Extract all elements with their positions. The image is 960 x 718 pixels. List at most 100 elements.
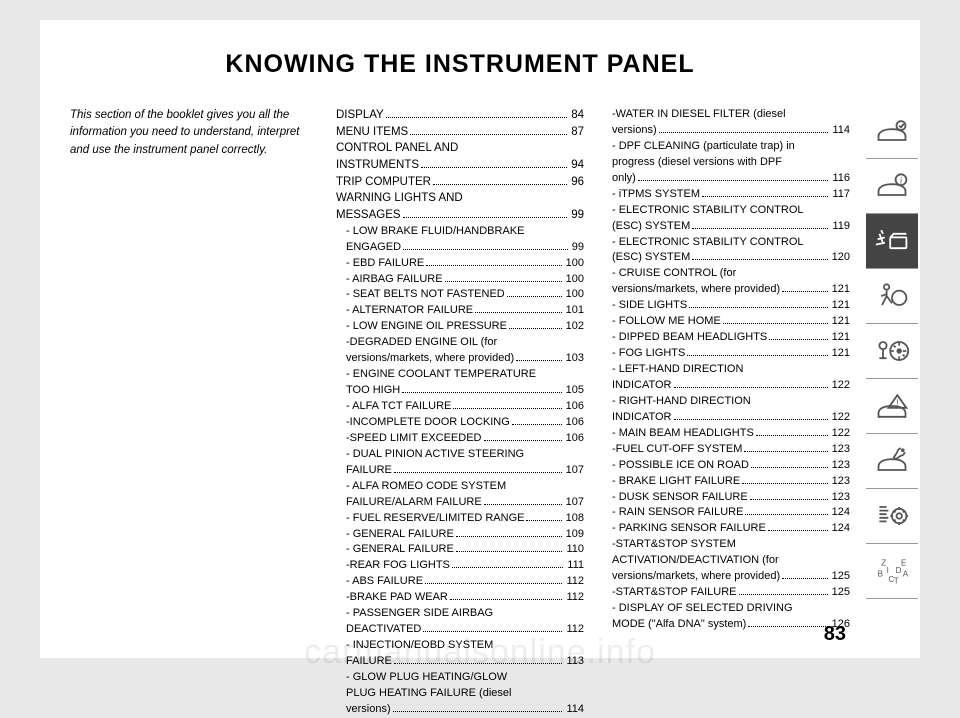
toc-row: PLUG HEATING FAILURE (diesel	[336, 686, 584, 702]
toc-dots	[756, 435, 828, 436]
toc-label: - FOLLOW ME HOME	[602, 314, 721, 330]
toc-row: versions/markets, where provided)125	[602, 569, 850, 585]
toc-page: 113	[564, 654, 584, 670]
toc-dots	[507, 296, 562, 297]
toc-row: - ENGINE COOLANT TEMPERATURE	[336, 367, 584, 383]
toc-dots	[692, 259, 827, 260]
toc-label: FAILURE	[336, 463, 392, 479]
toc-row: - ALTERNATOR FAILURE 101	[336, 303, 584, 319]
toc-row: - FUEL RESERVE/LIMITED RANGE108	[336, 511, 584, 527]
toc-page: 121	[830, 282, 850, 298]
toc-dots	[445, 281, 562, 282]
toc-page: 120	[830, 250, 850, 266]
toc-label: - LOW BRAKE FLUID/HANDBRAKE	[336, 224, 524, 240]
toc-page: 96	[569, 174, 584, 191]
toc-dots	[751, 467, 828, 468]
toc-label: - EBD FAILURE	[336, 256, 424, 272]
svg-text:T: T	[894, 577, 899, 586]
toc-page: 100	[564, 287, 584, 303]
toc-dots	[769, 339, 827, 340]
toc-dots	[516, 360, 562, 361]
toc-dots	[689, 307, 827, 308]
toc-page: 121	[830, 314, 850, 330]
toc-row: - GENERAL FAILURE109	[336, 527, 584, 543]
toc-label: ACTIVATION/DEACTIVATION (for	[602, 553, 779, 569]
toc-row: - ALFA ROMEO CODE SYSTEM	[336, 479, 584, 495]
toc-row: INDICATOR122	[602, 378, 850, 394]
toc-row: MODE ("Alfa DNA" system)126	[602, 617, 850, 633]
toc-label: DISPLAY	[336, 107, 384, 124]
toc-dots	[723, 323, 828, 324]
toc-dots	[426, 265, 561, 266]
toc-dots	[484, 504, 562, 505]
toc-label: TOO HIGH	[336, 383, 400, 399]
toc-row: DISPLAY 84	[336, 107, 584, 124]
toc-label: (ESC) SYSTEM	[602, 219, 690, 235]
toc-label: - DUAL PINION ACTIVE STEERING	[336, 447, 524, 463]
toc-page: 108	[564, 511, 584, 527]
svg-text:I: I	[887, 566, 889, 575]
toc-page: 99	[570, 240, 584, 256]
toc-label: - PASSENGER SIDE AIRBAG	[336, 606, 493, 622]
toc-row: -START&STOP SYSTEM	[602, 537, 850, 553]
toc-page: 112	[564, 590, 584, 606]
toc-row: - DIPPED BEAM HEADLIGHTS121	[602, 330, 850, 346]
toc-label: - BRAKE LIGHT FAILURE	[602, 474, 740, 490]
toc-row: - ELECTRONIC STABILITY CONTROL	[602, 203, 850, 219]
toc-page: 122	[830, 410, 850, 426]
toc-label: CONTROL PANEL AND	[336, 140, 458, 157]
toc-page: 123	[830, 474, 850, 490]
toc-label: -FUEL CUT-OFF SYSTEM	[602, 442, 742, 458]
toc-page: 114	[564, 702, 584, 718]
toc-row: -START&STOP FAILURE125	[602, 585, 850, 601]
toc-row: - POSSIBLE ICE ON ROAD123	[602, 458, 850, 474]
toc-dots	[421, 167, 567, 168]
toc-row: - AIRBAG FAILURE100	[336, 272, 584, 288]
tab-technical-icon	[866, 489, 918, 544]
toc-label: - iTPMS SYSTEM	[602, 187, 700, 203]
toc-row: TOO HIGH105	[336, 383, 584, 399]
toc-label: - ALTERNATOR FAILURE	[336, 303, 473, 319]
toc-page: 101	[564, 303, 584, 319]
toc-row: ACTIVATION/DEACTIVATION (for	[602, 553, 850, 569]
tab-airbag-icon	[866, 269, 918, 324]
toc-label: DEACTIVATED	[336, 622, 421, 638]
toc-page: 106	[564, 431, 584, 447]
toc-row: - ALFA TCT FAILURE106	[336, 399, 584, 415]
toc-row: -REAR FOG LIGHTS111	[336, 558, 584, 574]
toc-row: - SEAT BELTS NOT FASTENED100	[336, 287, 584, 303]
toc-row: - DUSK SENSOR FAILURE 123	[602, 490, 850, 506]
toc-row: DEACTIVATED112	[336, 622, 584, 638]
toc-label: INDICATOR	[602, 410, 672, 426]
toc-dots	[782, 578, 828, 579]
toc-label: -START&STOP SYSTEM	[602, 537, 736, 553]
toc-row: only)116	[602, 171, 850, 187]
toc-page: 103	[564, 351, 584, 367]
toc-dots	[393, 711, 563, 712]
toc-page: 125	[830, 569, 850, 585]
column-intro: This section of the booklet gives you al…	[70, 107, 318, 718]
toc-page: 106	[564, 415, 584, 431]
toc-dots	[638, 180, 829, 181]
toc-page: 123	[830, 490, 850, 506]
toc-page: 106	[564, 399, 584, 415]
toc-label: - ENGINE COOLANT TEMPERATURE	[336, 367, 536, 383]
toc-row: -DEGRADED ENGINE OIL (for	[336, 335, 584, 351]
toc-row: (ESC) SYSTEM119	[602, 219, 850, 235]
toc-label: - DISPLAY OF SELECTED DRIVING	[602, 601, 793, 617]
toc-page: 123	[830, 442, 850, 458]
toc-row: - LOW ENGINE OIL PRESSURE102	[336, 319, 584, 335]
toc-page: 121	[830, 346, 850, 362]
toc-page: 84	[569, 107, 584, 124]
toc-row: FAILURE107	[336, 463, 584, 479]
svg-text:B: B	[878, 569, 883, 578]
toc-page: 99	[569, 207, 584, 224]
toc-page: 121	[830, 330, 850, 346]
toc-row: - LOW BRAKE FLUID/HANDBRAKE	[336, 224, 584, 240]
toc-label: - DUSK SENSOR FAILURE	[602, 490, 748, 506]
toc-dots	[394, 472, 562, 473]
toc-row: - iTPMS SYSTEM117	[602, 187, 850, 203]
toc-label: versions/markets, where provided)	[602, 282, 780, 298]
toc-page: 124	[830, 521, 850, 537]
toc-row: versions/markets, where provided)103	[336, 351, 584, 367]
